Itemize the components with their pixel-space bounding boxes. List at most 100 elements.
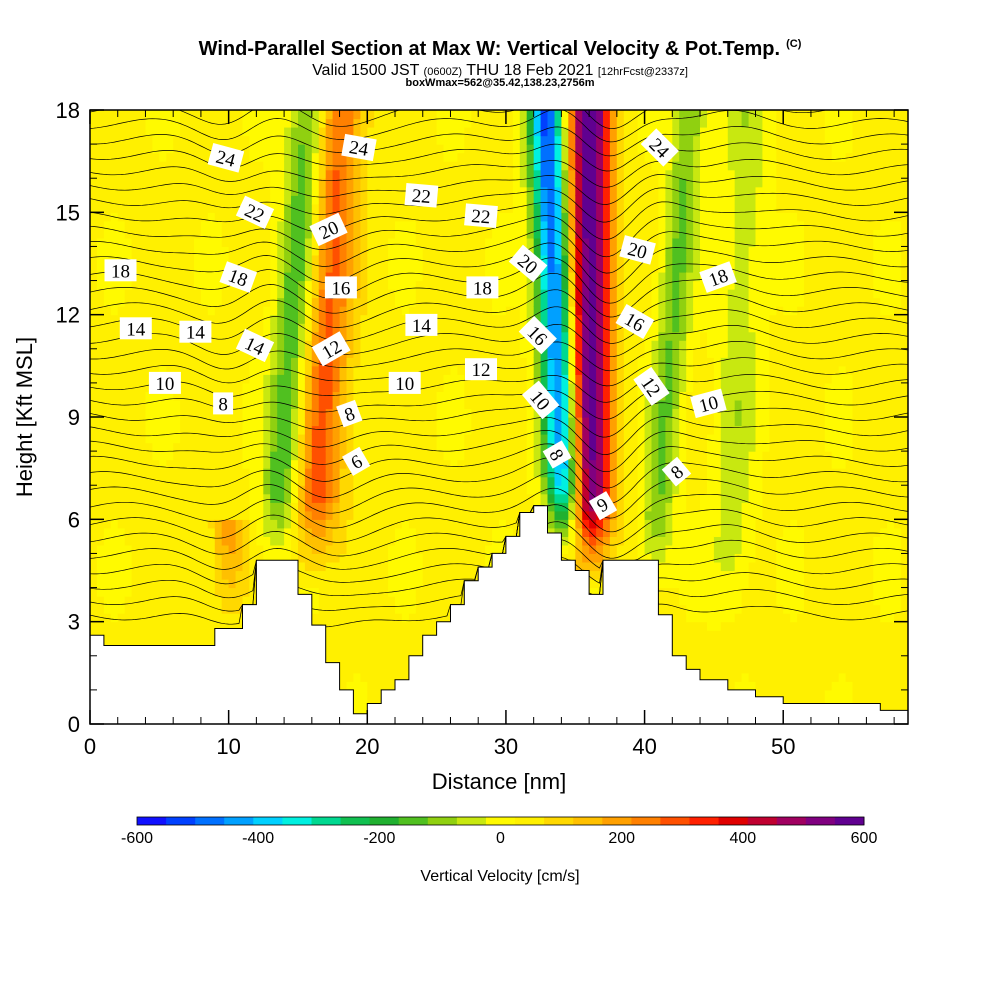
w-cell — [311, 323, 320, 333]
w-cell — [145, 161, 153, 171]
w-cell — [415, 621, 424, 631]
w-cell — [388, 127, 396, 137]
w-cell — [159, 468, 167, 478]
w-cell — [408, 621, 417, 631]
w-cell — [90, 391, 98, 401]
w-cell — [249, 570, 257, 580]
w-cell — [194, 110, 202, 120]
w-cell — [166, 417, 174, 427]
w-cell — [90, 468, 98, 478]
w-cell — [415, 272, 424, 282]
w-cell — [242, 434, 250, 444]
w-cell — [311, 144, 320, 154]
w-cell — [353, 562, 361, 572]
w-cell — [346, 544, 354, 554]
w-cell — [499, 118, 507, 128]
w-cell — [367, 604, 375, 614]
w-cell — [131, 169, 140, 179]
w-cell — [526, 476, 535, 486]
w-cell — [256, 169, 264, 179]
w-cell — [228, 186, 237, 196]
w-cell — [166, 621, 174, 631]
w-cell — [214, 169, 223, 179]
w-cell — [242, 255, 250, 265]
w-cell — [485, 510, 493, 520]
w-cell — [492, 246, 500, 256]
w-cell — [346, 110, 354, 120]
w-cell — [505, 178, 514, 188]
w-cell — [90, 587, 98, 597]
w-cell — [291, 152, 299, 162]
w-cell — [124, 161, 133, 171]
w-cell — [533, 493, 542, 503]
w-cell — [429, 161, 438, 171]
w-cell — [561, 297, 569, 307]
w-cell — [124, 459, 133, 469]
w-cell — [464, 144, 472, 154]
w-cell — [526, 135, 535, 145]
w-cell — [436, 502, 445, 512]
w-cell — [547, 272, 555, 282]
w-cell — [332, 425, 341, 435]
w-cell — [166, 434, 174, 444]
w-cell — [311, 408, 320, 418]
w-cell — [388, 664, 396, 674]
w-cell — [152, 272, 160, 282]
w-cell — [159, 485, 167, 495]
w-cell — [103, 178, 112, 188]
w-cell — [422, 485, 431, 495]
w-cell — [284, 289, 292, 299]
w-cell — [117, 493, 126, 503]
w-cell — [304, 237, 313, 247]
w-cell — [492, 502, 500, 512]
w-cell — [221, 485, 230, 495]
w-cell — [284, 306, 292, 316]
w-cell — [547, 323, 555, 333]
w-cell — [291, 323, 299, 333]
w-cell — [533, 434, 542, 444]
w-cell — [298, 544, 306, 554]
w-cell — [353, 306, 361, 316]
w-cell — [96, 340, 105, 350]
w-cell — [401, 604, 410, 614]
w-cell — [436, 596, 445, 606]
w-cell — [145, 544, 153, 554]
w-cell — [415, 144, 424, 154]
w-cell — [346, 485, 354, 495]
w-cell — [110, 161, 119, 171]
w-cell — [519, 212, 528, 222]
w-cell — [180, 476, 188, 486]
w-cell — [131, 280, 140, 290]
w-cell — [256, 493, 264, 503]
w-cell — [103, 493, 112, 503]
w-cell — [311, 613, 320, 623]
w-cell — [332, 527, 341, 537]
w-cell — [152, 570, 160, 580]
w-cell — [304, 468, 313, 478]
w-cell — [360, 621, 368, 631]
w-cell — [547, 110, 555, 120]
w-cell — [159, 297, 167, 307]
w-cell — [505, 110, 514, 120]
w-cell — [353, 297, 361, 307]
w-cell — [214, 553, 223, 563]
w-cell — [408, 596, 417, 606]
w-cell — [194, 348, 202, 358]
w-cell — [235, 570, 244, 580]
w-cell — [304, 348, 313, 358]
w-cell — [540, 212, 549, 222]
w-cell — [235, 382, 244, 392]
w-cell — [159, 229, 167, 239]
w-cell — [346, 391, 354, 401]
w-cell — [346, 476, 354, 486]
w-cell — [291, 237, 299, 247]
w-cell — [540, 417, 549, 427]
w-cell — [173, 434, 181, 444]
w-cell — [353, 263, 361, 273]
w-cell — [304, 587, 313, 597]
w-cell — [249, 297, 257, 307]
w-cell — [311, 203, 320, 213]
w-cell — [200, 493, 209, 503]
w-cell — [499, 544, 507, 554]
w-cell — [415, 255, 424, 265]
